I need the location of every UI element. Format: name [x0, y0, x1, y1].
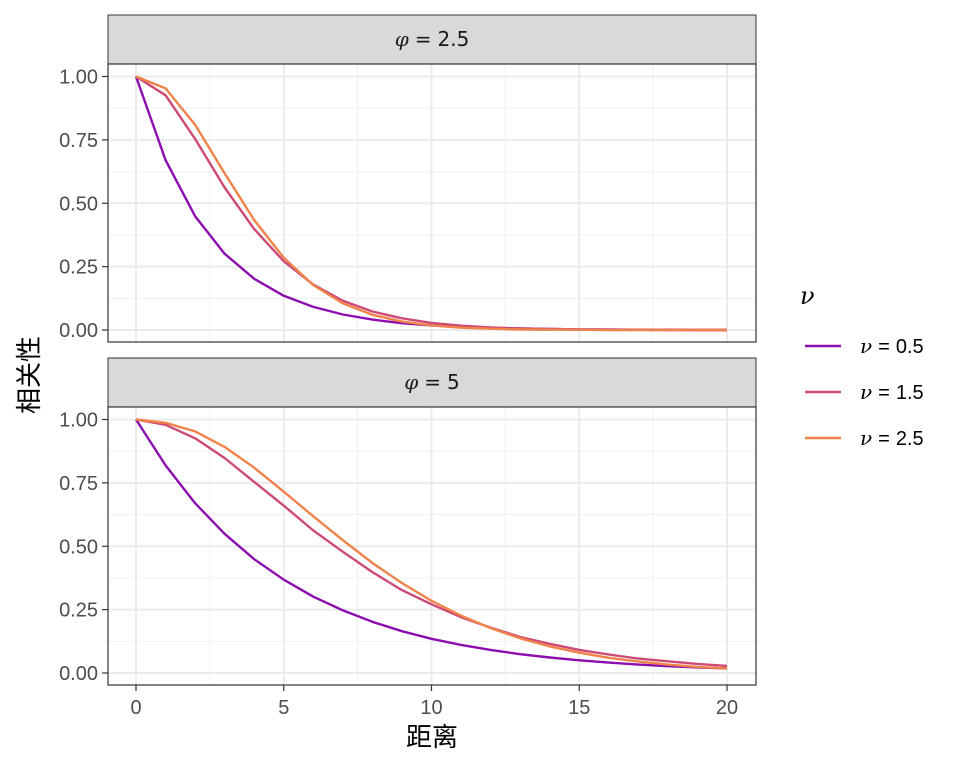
- series-lines-1: [134, 75, 727, 332]
- grid-2: [108, 407, 756, 685]
- series-line-2: [135, 418, 728, 668]
- y-axis-1: 0.00 0.25 0.50 0.75 1.00: [59, 67, 108, 342]
- y-axis-title: 相关性: [15, 336, 45, 414]
- x-axis: 0 5 10 15 20: [130, 685, 738, 719]
- y-tick-label: 0.25: [59, 600, 98, 622]
- grid-1: [108, 64, 756, 342]
- series-lines-2: [134, 418, 728, 670]
- legend-entries: ν = 0.5 ν = 1.5 ν = 2.5: [805, 334, 924, 450]
- strip-background-1: [107, 14, 757, 65]
- legend-label-2: ν = 1.5: [860, 380, 924, 404]
- strip-label-1: φ = 2.5: [395, 27, 470, 51]
- strip-background-2: [107, 357, 757, 408]
- x-tick-label: 0: [130, 697, 141, 719]
- x-axis-title: 距离: [406, 723, 458, 753]
- legend-label-1: ν = 0.5: [860, 334, 924, 358]
- y-tick-label: 1.00: [59, 410, 98, 432]
- strip-label-2: φ = 5: [404, 370, 460, 394]
- series-line-1: [134, 418, 728, 670]
- y-tick-label: 0.75: [59, 473, 98, 495]
- y-tick-label: 0.50: [59, 193, 98, 215]
- y-tick-label: 0.75: [59, 130, 98, 152]
- series-line-3: [135, 75, 727, 332]
- x-tick-label: 15: [568, 697, 590, 719]
- legend-title: ν: [800, 282, 815, 310]
- y-tick-label: 0.50: [59, 536, 98, 558]
- panel-phi-2-5: φ = 2.5 0.00 0.25 0.50 0.75 1.00: [59, 14, 757, 343]
- legend: ν ν = 0.5 ν = 1.5 ν = 2.5: [800, 282, 924, 450]
- series-line-3: [135, 418, 728, 670]
- y-axis-2: 0.00 0.25 0.50 0.75 1.00: [59, 410, 108, 685]
- y-tick-label: 1.00: [59, 67, 98, 89]
- y-tick-label: 0.00: [59, 663, 98, 685]
- y-tick-label: 0.25: [59, 257, 98, 279]
- x-tick-label: 10: [420, 697, 442, 719]
- legend-label-3: ν = 2.5: [860, 426, 924, 450]
- panel-phi-5: φ = 5 0.00 0.25 0.50 0.75 1.00 0 5 10 15 20: [59, 357, 757, 719]
- y-tick-label: 0.00: [59, 320, 98, 342]
- x-tick-label: 5: [278, 697, 289, 719]
- x-tick-label: 20: [716, 697, 738, 719]
